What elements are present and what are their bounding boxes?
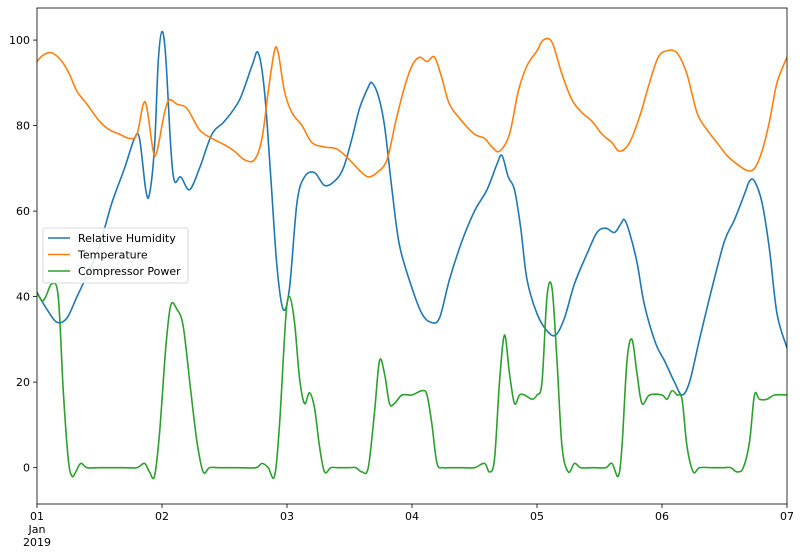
x-tick-label: 03 <box>280 510 294 523</box>
x-tick-label: Jan <box>28 523 46 536</box>
y-tick-label: 80 <box>16 120 30 133</box>
legend-box <box>42 227 189 284</box>
x-tick-label: 02 <box>155 510 169 523</box>
legend-label: Relative Humidity <box>78 232 176 245</box>
y-tick-label: 40 <box>16 291 30 304</box>
y-tick-label: 20 <box>16 376 30 389</box>
x-tick-label: 06 <box>655 510 669 523</box>
x-tick-label: 2019 <box>23 536 51 549</box>
legend: Relative Humidity Temperature Compressor P… <box>42 227 189 284</box>
x-tick-label: 07 <box>780 510 794 523</box>
y-tick-label: 0 <box>23 462 30 475</box>
legend-label: Compressor Power <box>78 265 181 278</box>
x-tick-label: 01 <box>30 510 44 523</box>
y-tick-label: 100 <box>9 34 30 47</box>
series-lines <box>37 30 787 480</box>
series-line-relative-humidity <box>37 30 787 396</box>
series-line-compressor-power <box>37 281 787 480</box>
y-tick-label: 60 <box>16 205 30 218</box>
y-axis: 0 20 40 60 80 100 <box>9 34 37 475</box>
x-tick-label: 05 <box>530 510 544 523</box>
series-line-temperature <box>37 37 787 178</box>
legend-label: Temperature <box>77 249 148 262</box>
x-tick-label: 04 <box>405 510 419 523</box>
